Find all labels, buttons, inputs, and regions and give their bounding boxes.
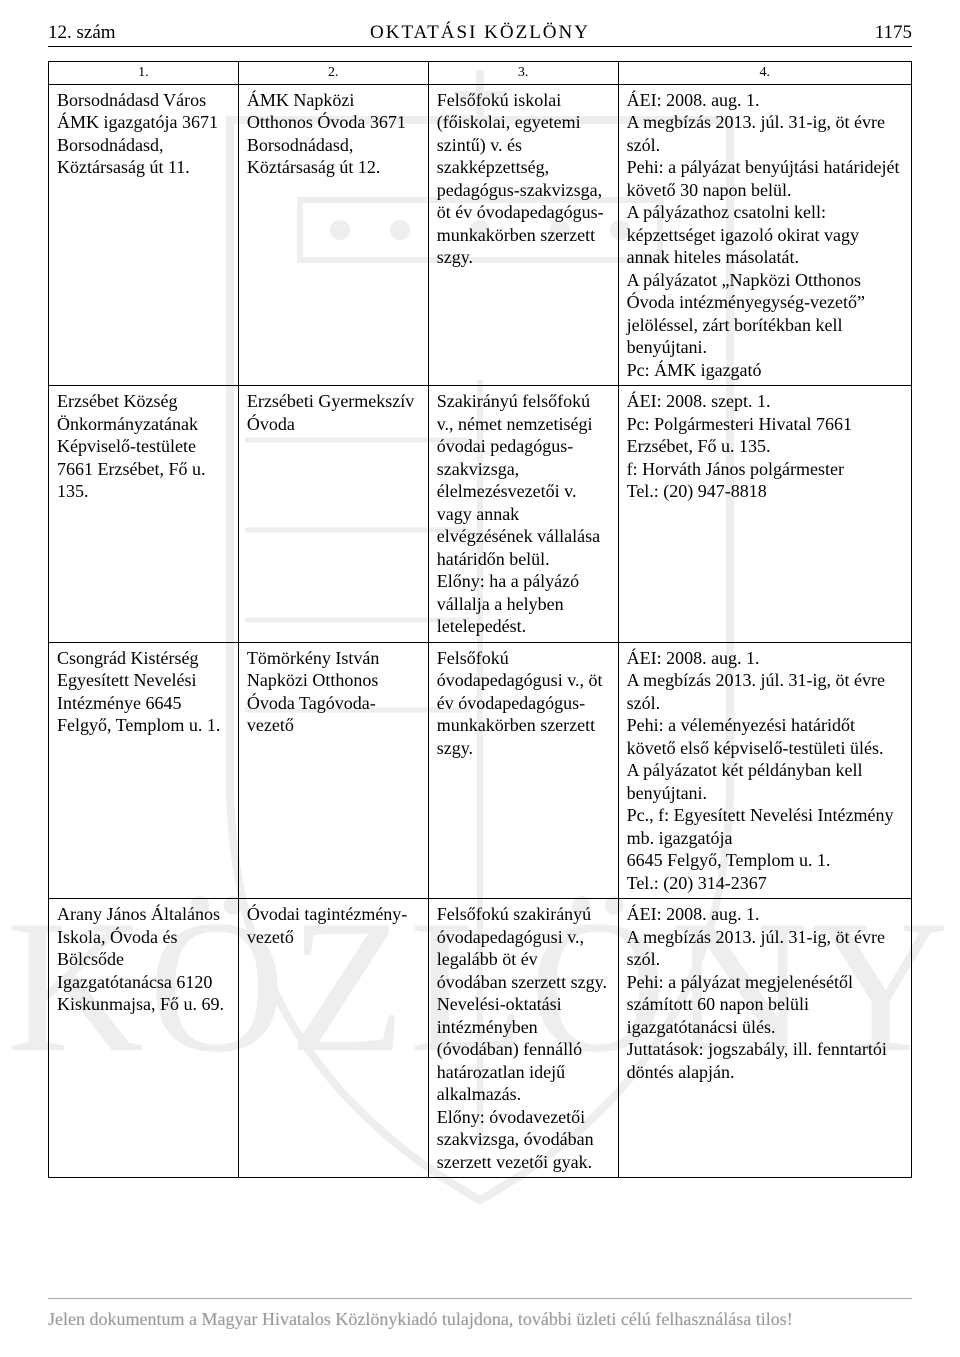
table-row: Borsodnádasd Város ÁMK igazgatója 3671 B… xyxy=(49,84,912,386)
table-header-row: 1. 2. 3. 4. xyxy=(49,62,912,85)
table-cell: ÁEI: 2008. aug. 1. A megbízás 2013. júl.… xyxy=(618,642,911,899)
listings-table: 1. 2. 3. 4. Borsodnádasd Város ÁMK igazg… xyxy=(48,61,912,1178)
table-cell: Erzsébeti Gyermekszív Óvoda xyxy=(238,386,428,643)
table-cell: Tömörkény István Napközi Otthonos Óvoda … xyxy=(238,642,428,899)
table-row: Arany János Általános Iskola, Óvoda és B… xyxy=(49,899,912,1178)
table-cell: Óvodai tagintézmény-vezető xyxy=(238,899,428,1178)
table-cell: Erzsébet Község Önkormányzatának Képvise… xyxy=(49,386,239,643)
table-cell: Felsőfokú iskolai (főiskolai, egyetemi s… xyxy=(428,84,618,386)
table-cell: ÁEI: 2008. aug. 1. A megbízás 2013. júl.… xyxy=(618,899,911,1178)
table-cell: ÁEI: 2008. szept. 1. Pc: Polgármesteri H… xyxy=(618,386,911,643)
col-header: 1. xyxy=(49,62,239,85)
table-cell: ÁEI: 2008. aug. 1. A megbízás 2013. júl.… xyxy=(618,84,911,386)
table-cell: Felsőfokú szakirányú óvodapedagógusi v.,… xyxy=(428,899,618,1178)
table-cell: Arany János Általános Iskola, Óvoda és B… xyxy=(49,899,239,1178)
header-page: 1175 xyxy=(732,22,912,44)
col-header: 4. xyxy=(618,62,911,85)
table-cell: Borsodnádasd Város ÁMK igazgatója 3671 B… xyxy=(49,84,239,386)
header-issue: 12. szám xyxy=(48,22,228,44)
table-cell: Csongrád Kistérség Egyesített Nevelési I… xyxy=(49,642,239,899)
running-header: 12. szám OKTATÁSI KÖZLÖNY 1175 xyxy=(48,22,912,47)
table-cell: Felsőfokú óvodapedagógusi v., öt év óvod… xyxy=(428,642,618,899)
header-title: OKTATÁSI KÖZLÖNY xyxy=(228,22,732,44)
footer-notice: Jelen dokumentum a Magyar Hivatalos Közl… xyxy=(48,1298,912,1330)
table-cell: ÁMK Napközi Otthonos Óvoda 3671 Borsodná… xyxy=(238,84,428,386)
table-cell: Szakirányú felsőfokú v., német nemzetisé… xyxy=(428,386,618,643)
col-header: 3. xyxy=(428,62,618,85)
table-row: Erzsébet Község Önkormányzatának Képvise… xyxy=(49,386,912,643)
table-row: Csongrád Kistérség Egyesített Nevelési I… xyxy=(49,642,912,899)
col-header: 2. xyxy=(238,62,428,85)
